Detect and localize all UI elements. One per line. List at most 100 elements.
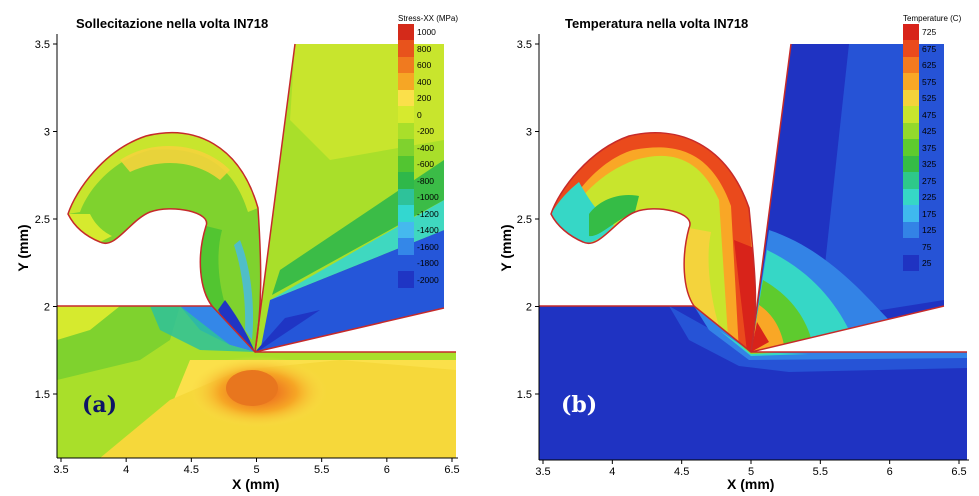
x-tick-label: 6: [384, 464, 390, 476]
colorbar-level-label: 725: [922, 27, 937, 37]
colorbar-level-label: -1600: [417, 241, 439, 252]
colorbar-swatch: [903, 172, 919, 189]
colorbar-swatch: [903, 188, 919, 206]
x-tick-label: 4: [609, 466, 615, 478]
colorbar-entry: -1200: [398, 205, 439, 222]
colorbar-swatch: [903, 106, 919, 123]
x-tick-label: 4.5: [184, 464, 199, 476]
colorbar-entry: 25: [903, 254, 932, 272]
colorbar-swatch: [903, 122, 919, 140]
y-axis-title: Y (mm): [15, 224, 31, 272]
colorbar-level-label: -200: [417, 126, 435, 136]
colorbar-entry: -600: [398, 155, 435, 173]
x-tick-label: 6: [887, 466, 893, 478]
y-tick-label: 3: [44, 127, 50, 139]
colorbar-swatch: [398, 155, 414, 173]
colorbar-level-label: 25: [922, 258, 932, 268]
plot-frame: [538, 34, 969, 461]
colorbar-swatch: [398, 238, 414, 255]
stress-panel: Sollecitazione nella volta IN718: [15, 14, 460, 492]
x-tick-label: 5.5: [813, 466, 828, 478]
colorbar-entry: 125: [903, 221, 937, 239]
colorbar-swatch: [398, 139, 414, 156]
x-tick-label: 3.5: [535, 466, 550, 478]
colorbar-swatch: [398, 89, 414, 107]
y-tick-label: 2.5: [35, 214, 50, 226]
colorbar-entry: -800: [398, 172, 434, 189]
colorbar-swatch: [398, 73, 414, 90]
colorbar-swatch: [903, 205, 919, 222]
colorbar-entry: 1000: [398, 23, 436, 41]
colorbar-entry: 725: [903, 23, 937, 41]
x-tick-label: 3.5: [53, 464, 68, 476]
colorbar-entry: 625: [903, 56, 937, 74]
colorbar-swatch: [903, 254, 919, 272]
colorbar-swatch: [398, 40, 414, 57]
colorbar-entry: 425: [903, 122, 937, 140]
y-tick-label: 1.5: [517, 389, 532, 401]
y-tick-label: 2: [44, 302, 50, 314]
colorbar-swatch: [398, 221, 414, 239]
colorbar-level-label: 575: [922, 76, 937, 87]
colorbar-entry: 375: [903, 139, 937, 156]
chart-title: Sollecitazione nella volta IN718: [76, 16, 269, 31]
colorbar-entry: 475: [903, 106, 937, 123]
colorbar-swatch: [398, 56, 414, 74]
colorbar-level-label: 625: [922, 60, 937, 70]
colorbar-swatch: [903, 40, 919, 57]
colorbar-swatch: [398, 188, 414, 206]
x-tick-label: 4.5: [674, 466, 689, 478]
colorbar-entry: -1800: [398, 254, 439, 272]
x-tick-label: 5: [748, 466, 754, 478]
colorbar-level-label: 525: [922, 93, 937, 103]
x-tick-label: 4: [123, 464, 129, 476]
colorbar-entry: -1400: [398, 221, 439, 239]
panel-label: (a): [82, 392, 118, 418]
colorbar-level-label: 75: [922, 241, 932, 252]
colorbar-entry: 400: [398, 73, 431, 90]
colorbar-swatch: [398, 254, 414, 272]
colorbar-level-label: 0: [417, 109, 422, 120]
colorbar-entry: 600: [398, 56, 431, 74]
colorbar-entry: 525: [903, 89, 937, 107]
colorbar-entry: 75: [903, 238, 932, 255]
colorbar-swatch: [903, 155, 919, 173]
colorbar-entry: 0: [398, 106, 422, 123]
y-tick-label: 3.5: [35, 39, 50, 51]
colorbar-level-label: -400: [417, 142, 435, 153]
colorbar-level-label: 425: [922, 126, 937, 136]
colorbar-entry: -1600: [398, 238, 439, 255]
panel-label: (b): [561, 392, 598, 418]
colorbar-swatch: [903, 139, 919, 156]
x-axis-title: X (mm): [232, 476, 280, 492]
colorbar-entry: 225: [903, 188, 936, 206]
x-tick-label: 6.5: [444, 464, 459, 476]
colorbar-swatch: [398, 106, 414, 123]
colorbar-swatch: [903, 56, 919, 74]
x-tick-label: 5.5: [314, 464, 329, 476]
colorbar-swatch: [903, 221, 919, 239]
colorbar-entry: -400: [398, 139, 435, 156]
colorbar-swatch: [903, 89, 919, 107]
plot-frame: [56, 34, 458, 459]
colorbar-level-label: -600: [417, 159, 435, 169]
colorbar-swatch: [903, 23, 919, 41]
colorbar-swatch: [398, 271, 414, 288]
y-tick-label: 3.5: [517, 39, 532, 51]
colorbar-level-label: 125: [922, 225, 937, 235]
colorbar-level-label: 375: [922, 142, 937, 153]
colorbar-entry: 275: [903, 172, 937, 189]
colorbar-level-label: 275: [922, 175, 937, 186]
colorbar-entry: 800: [398, 40, 432, 57]
y-axis-title: Y (mm): [498, 224, 514, 272]
colorbar-entry: -2000: [398, 271, 439, 288]
colorbar-title: Stress-XX (MPa): [398, 14, 459, 23]
colorbar-swatch: [398, 122, 414, 140]
x-tick-label: 5: [253, 464, 259, 476]
colorbar-level-label: 800: [417, 43, 432, 54]
colorbar-level-label: -2000: [417, 274, 439, 285]
colorbar-level-label: 475: [922, 109, 937, 120]
x-axis-title: X (mm): [727, 476, 775, 492]
colorbar-swatch: [398, 205, 414, 222]
x-tick-label: 6.5: [951, 466, 966, 478]
